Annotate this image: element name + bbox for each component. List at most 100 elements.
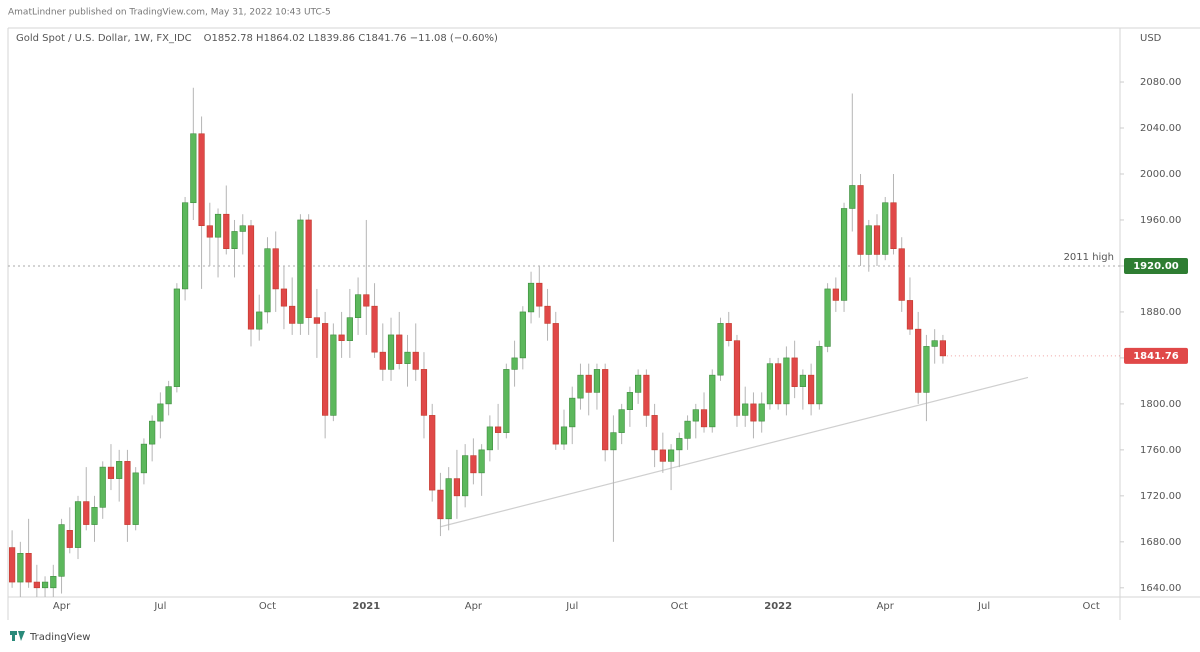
candle-body [330,334,337,416]
candle-body [231,231,238,250]
candle-body [808,374,815,405]
candle-body [684,420,691,439]
candle-body [569,397,576,428]
candle-body [74,501,82,548]
candle-body [17,553,24,583]
candle-body [132,472,139,525]
candle-body [107,466,115,479]
candle-body [371,305,378,353]
candle-body [890,202,897,250]
last-price-tag [1124,347,1188,364]
candle-body [511,357,518,370]
y-tick-label: 1880.00 [1140,307,1181,318]
candle-body [750,403,757,422]
candle-body [91,507,98,525]
candle-body [181,202,189,290]
footer-logo: TradingView [10,631,90,643]
candle-body [206,225,213,238]
trendline [439,376,1029,528]
candle-body [173,288,180,387]
candle-body [124,461,131,525]
candle-body [659,449,666,462]
candle-body [256,311,263,330]
candle-body [593,369,601,393]
candle-body [50,576,57,589]
candle-body [264,248,271,313]
level-tag-label: 1920.00 [1133,261,1179,272]
candle-body [882,202,889,255]
candle-body [651,415,658,451]
candle-body [354,294,362,318]
candle-body [816,346,823,405]
candle-body [437,489,444,520]
candle-body [239,225,246,232]
y-axis-label: USD [1140,33,1162,44]
candle-body [775,363,782,405]
candle-body [305,219,312,318]
candle-body [272,248,279,290]
candle-body [667,449,675,462]
candle-body [165,386,172,405]
candle-body [552,323,559,445]
x-tick-label: Oct [671,601,688,612]
y-tick-label: 1760.00 [1140,445,1181,456]
x-tick-label: Oct [1083,601,1100,612]
candle-body [758,403,765,422]
candle-body [470,455,477,474]
candle-body [157,403,164,422]
level-name: 2011 high [1064,252,1114,263]
candle-body [214,213,222,238]
level-tag [1124,257,1188,274]
logo-mark [12,635,15,641]
footer-text: TradingView [29,632,90,643]
candle-body [832,288,839,301]
candle-body [58,524,65,577]
candle-body [297,219,304,324]
x-tick-label: Jul [565,601,578,612]
candle-body [519,311,526,359]
candle-body [931,340,938,347]
candle-body [338,334,345,341]
candle-body [536,282,543,307]
candle-body [404,351,411,364]
x-tick-label: Oct [259,601,276,612]
candle-body [453,478,461,497]
candle-body [429,415,436,491]
candle-body [618,409,625,433]
candle-body [25,553,32,583]
candle-body [585,374,592,393]
candle-body [643,374,650,416]
candle-body [799,374,806,387]
candle-body [462,455,469,497]
candle-body [700,409,708,428]
x-tick-label: Apr [877,601,895,612]
candle-body [149,420,156,445]
candle-body [692,409,699,422]
candle-body [906,300,914,330]
candle-body [923,346,930,393]
candle-body [247,225,255,330]
candle-body [495,426,502,433]
candle-body [635,374,642,393]
candle-body [717,323,724,376]
candle-body [41,581,49,589]
candle-body [140,443,148,474]
candle-body [577,374,584,399]
candle-body [280,288,288,307]
candle-body [379,351,386,370]
logo-mark [18,631,25,641]
y-tick-label: 1640.00 [1140,583,1181,594]
candle-body [387,334,395,370]
candle-body [725,323,732,341]
candle-body [198,133,205,227]
candle-body [223,213,230,250]
x-tick-label: Jul [153,601,166,612]
x-tick-label: Apr [465,601,483,612]
candle-body [915,328,922,393]
candle-body [478,449,485,474]
candle-body [560,426,568,445]
candle-body [190,133,197,204]
candle-body [322,323,329,416]
candle-body [610,432,617,451]
